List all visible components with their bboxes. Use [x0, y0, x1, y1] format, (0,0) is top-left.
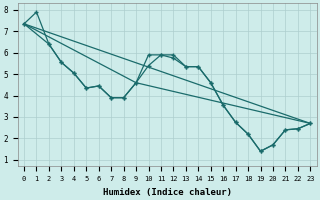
X-axis label: Humidex (Indice chaleur): Humidex (Indice chaleur): [103, 188, 232, 197]
